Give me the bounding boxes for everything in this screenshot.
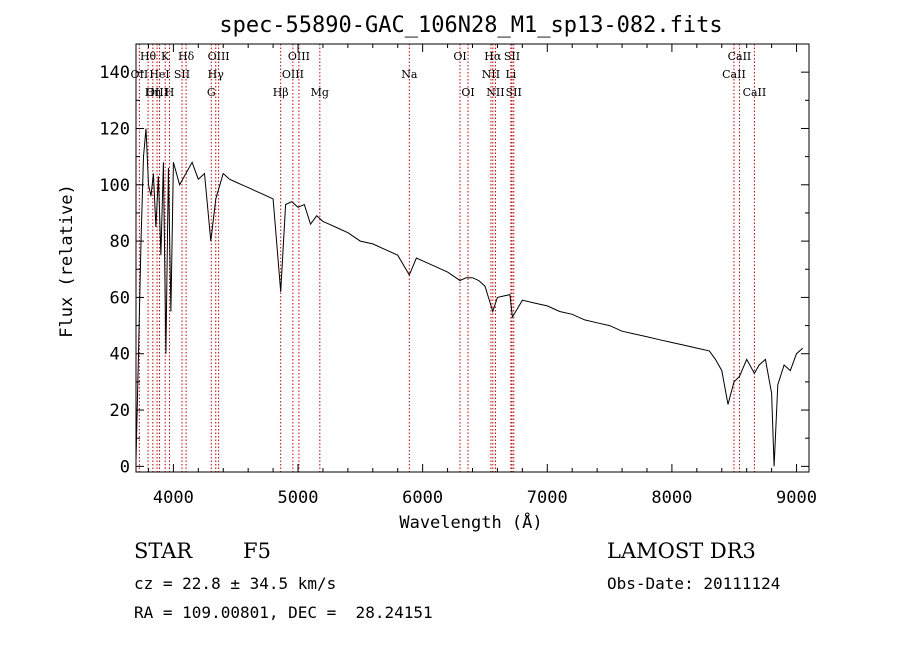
spectral-line-label: CaII	[722, 68, 746, 81]
spectral-line-label: Hδ	[178, 50, 195, 63]
y-tick-label: 20	[110, 401, 130, 421]
spectral-line-label: Hη	[145, 86, 161, 99]
object-type: STAR	[134, 539, 193, 563]
x-tick-label: 9000	[776, 488, 817, 508]
spectral-line-label: Na	[401, 68, 418, 81]
y-tick-label: 120	[99, 119, 130, 139]
spectral-line-label: OI	[461, 86, 474, 99]
spectral-line-label: H	[165, 86, 175, 99]
spectral-line-label: HeI	[149, 68, 169, 81]
y-tick-label: 40	[110, 345, 130, 365]
spectral-line-label: CaII	[728, 50, 752, 63]
spectral-line-label: G	[207, 86, 216, 99]
y-axis-label: Flux (relative)	[57, 184, 77, 338]
spectral-line-label: OIII	[146, 86, 168, 99]
spectral-line-label: OI	[453, 50, 466, 63]
y-tick-label: 140	[99, 63, 130, 83]
spectral-line-label: SII	[506, 86, 522, 99]
spectral-line-label: CaII	[743, 86, 767, 99]
spectral-line-label: OIII	[282, 68, 304, 81]
y-tick-label: 80	[110, 232, 130, 252]
spectral-line-label: SII	[174, 68, 190, 81]
x-tick-label: 5000	[278, 488, 319, 508]
spectral-line-label: NII	[486, 86, 504, 99]
spectral-line-label: Hθ	[140, 50, 157, 63]
x-tick-label: 6000	[402, 488, 443, 508]
spectral-line-label: K	[161, 50, 170, 63]
spectral-line-label: Hγ	[208, 68, 225, 81]
spectral-line-markers	[138, 44, 755, 472]
spectral-line-label: OII	[131, 68, 149, 81]
spectral-line-label: SII	[504, 50, 520, 63]
spectral-line-label: OIII	[208, 50, 230, 63]
x-axis-ticks: 4000 5000 6000 7000 8000 9000	[147, 44, 817, 508]
chart-title: spec-55890-GAC_106N28_M1_sp13-082.fits	[219, 13, 722, 38]
y-axis-ticks: 0 20 40 60 80 100 120 140	[99, 63, 809, 477]
observation-date: Obs-Date: 20111124	[607, 574, 781, 593]
spectral-line-label: Mg	[311, 86, 329, 99]
y-tick-label: 0	[120, 457, 130, 477]
x-axis-label: Wavelength (Å)	[399, 511, 542, 533]
spectral-line-label: NII	[482, 68, 500, 81]
spectral-line-label: Li	[505, 68, 516, 81]
x-tick-label: 8000	[651, 488, 692, 508]
redshift-velocity: cz = 22.8 ± 34.5 km/s	[134, 574, 337, 593]
y-tick-label: 100	[99, 176, 130, 196]
spectral-line-label: Hα	[484, 50, 502, 63]
flux-series-line	[135, 128, 804, 467]
plot-frame	[135, 43, 810, 473]
x-tick-label: 4000	[153, 488, 194, 508]
coordinates: RA = 109.00801, DEC = 28.24151	[134, 603, 433, 622]
spectral-line-label: Hβ	[273, 86, 289, 99]
survey-name: LAMOST DR3	[607, 539, 756, 563]
y-tick-label: 60	[110, 288, 130, 308]
spectral-subclass: F5	[243, 539, 271, 563]
x-tick-label: 7000	[527, 488, 568, 508]
spectral-line-label: OIII	[288, 50, 310, 63]
